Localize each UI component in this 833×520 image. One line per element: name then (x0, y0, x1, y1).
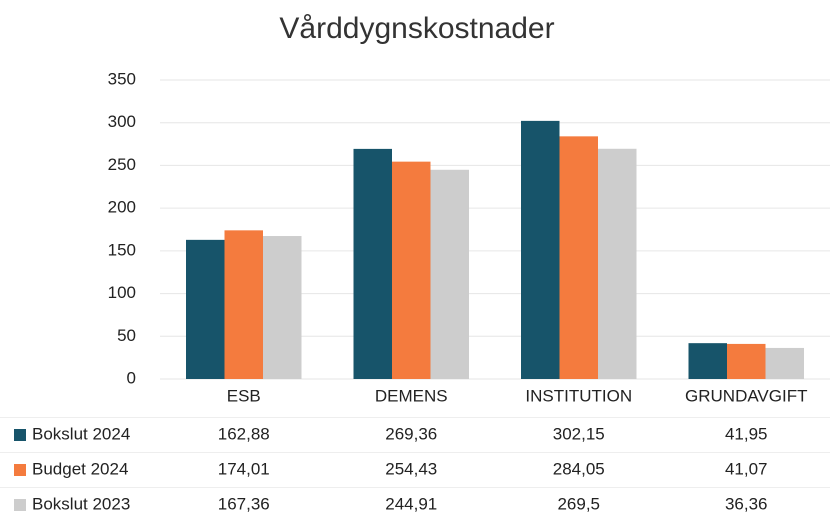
table-cell: 302,15 (553, 424, 605, 443)
table-cell: 269,36 (385, 424, 437, 443)
table-cell: 41,07 (725, 459, 768, 478)
table-cell: 269,5 (557, 494, 600, 513)
bar (186, 239, 225, 379)
bar (521, 120, 560, 380)
legend-label: Budget 2024 (32, 459, 128, 478)
y-tick-label: 150 (108, 240, 136, 259)
legend-swatch (14, 499, 26, 511)
y-tick-label: 200 (108, 198, 136, 217)
bar (224, 230, 263, 379)
x-tick-label: INSTITUTION (525, 386, 632, 405)
bar (727, 343, 766, 379)
table-cell: 162,88 (218, 424, 270, 443)
y-tick-label: 100 (108, 283, 136, 302)
chart-title: Vårddygnskostnader (279, 12, 554, 45)
table-cell: 41,95 (725, 424, 768, 443)
table-cell: 254,43 (385, 459, 437, 478)
y-tick-label: 50 (117, 326, 136, 345)
bar (263, 236, 302, 379)
x-tick-label: ESB (227, 386, 261, 405)
table-cell: 244,91 (385, 494, 437, 513)
legend-swatch (14, 464, 26, 476)
bar (559, 136, 598, 379)
x-tick-label: DEMENS (375, 386, 448, 405)
legend-swatch (14, 429, 26, 441)
table-cell: 36,36 (725, 494, 768, 513)
y-tick-label: 350 (108, 69, 136, 88)
table-cell: 284,05 (553, 459, 605, 478)
legend-label: Bokslut 2024 (32, 424, 130, 443)
y-tick-label: 0 (127, 368, 136, 387)
bar (765, 347, 804, 379)
bar (430, 169, 469, 379)
y-tick-label: 300 (108, 112, 136, 131)
y-tick-label: 250 (108, 155, 136, 174)
x-tick-label: GRUNDAVGIFT (685, 386, 807, 405)
bar (688, 343, 727, 379)
bar (353, 148, 392, 379)
bar (598, 148, 637, 379)
bar (392, 161, 431, 379)
table-cell: 167,36 (218, 494, 270, 513)
legend-label: Bokslut 2023 (32, 494, 130, 513)
table-cell: 174,01 (218, 459, 270, 478)
